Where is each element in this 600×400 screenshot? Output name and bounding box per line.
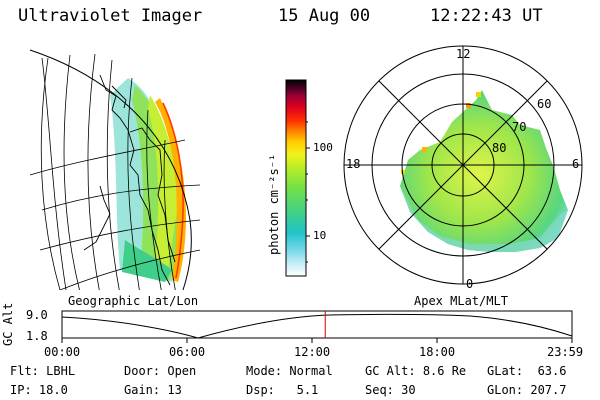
altitude-xtick: 00:00 <box>44 345 81 359</box>
altitude-ytick-high: 9.0 <box>26 308 48 322</box>
status-flt-label: Flt: <box>10 364 39 378</box>
polar-mlt-12: 12 <box>456 47 471 61</box>
geographic-map <box>29 49 201 291</box>
colorbar-unit-label: photon cm⁻²s⁻¹ <box>267 153 281 255</box>
status-gcalt: GC Alt: 8.6 Re <box>365 365 466 377</box>
status-flt-value: LBHL <box>46 364 76 378</box>
status-mode: Mode: Normal <box>246 365 333 377</box>
status-seq: Seq: 30 <box>365 384 416 396</box>
status-gain-value: 13 <box>167 383 182 397</box>
instrument-title: Ultraviolet Imager <box>18 6 203 26</box>
status-dsp-value: 5.1 <box>296 383 319 397</box>
polar-map <box>343 45 583 285</box>
status-flt: Flt: LBHL <box>10 365 75 377</box>
status-seq-value: 30 <box>401 383 416 397</box>
status-door: Door: Open <box>124 365 196 377</box>
altitude-xtick: 23:59 <box>547 345 584 359</box>
observation-date: 15 Aug 00 <box>278 6 371 26</box>
status-glon-value: 207.7 <box>530 383 567 397</box>
altitude-xtick: 12:00 <box>294 345 331 359</box>
status-glat: GLat: 63.6 <box>487 365 566 377</box>
status-glon-label: GLon: <box>487 383 524 397</box>
polar-lat-60: 60 <box>537 97 552 111</box>
status-gcalt-label: GC Alt: <box>365 364 416 378</box>
polar-mlt-18: 18 <box>346 157 361 171</box>
status-mode-label: Mode: <box>246 364 283 378</box>
altitude-plot <box>61 310 573 343</box>
altitude-xtick: 18:00 <box>419 345 456 359</box>
status-door-value: Open <box>167 364 197 378</box>
status-glat-label: GLat: <box>487 364 524 378</box>
polar-lat-80: 80 <box>492 141 507 155</box>
status-gcalt-value: 8.6 Re <box>422 364 467 378</box>
status-ip: IP: 18.0 <box>10 384 68 396</box>
polar-panel-caption: Apex MLat/MLT <box>414 294 508 308</box>
status-dsp: Dsp: 5.1 <box>246 384 318 396</box>
altitude-curve <box>61 313 573 339</box>
status-dsp-label: Dsp: <box>246 383 275 397</box>
status-glat-value: 63.6 <box>537 364 567 378</box>
polar-mlt-6: 6 <box>572 157 580 171</box>
status-glon: GLon: 207.7 <box>487 384 566 396</box>
status-gain: Gain: 13 <box>124 384 182 396</box>
polar-aurora-image <box>400 90 568 252</box>
altitude-ylabel: GC Alt <box>1 302 15 346</box>
status-seq-label: Seq: <box>365 383 394 397</box>
status-ip-value: 18.0 <box>38 383 68 397</box>
status-mode-value: Normal <box>289 364 333 378</box>
polar-lat-70: 70 <box>512 120 527 134</box>
polar-mlt-0: 0 <box>466 277 474 291</box>
status-door-label: Door: <box>124 364 161 378</box>
colorbar-tick-10: 10 <box>313 229 327 242</box>
status-gain-label: Gain: <box>124 383 161 397</box>
altitude-xtick: 06:00 <box>169 345 206 359</box>
status-ip-label: IP: <box>10 383 32 397</box>
geo-panel-caption: Geographic Lat/Lon <box>68 294 199 308</box>
colorbar-tick-100: 100 <box>313 141 333 154</box>
altitude-ytick-low: 1.8 <box>26 329 48 343</box>
color-bar <box>285 79 310 277</box>
geo-coastline <box>83 74 176 286</box>
observation-time: 12:22:43 UT <box>430 6 543 26</box>
